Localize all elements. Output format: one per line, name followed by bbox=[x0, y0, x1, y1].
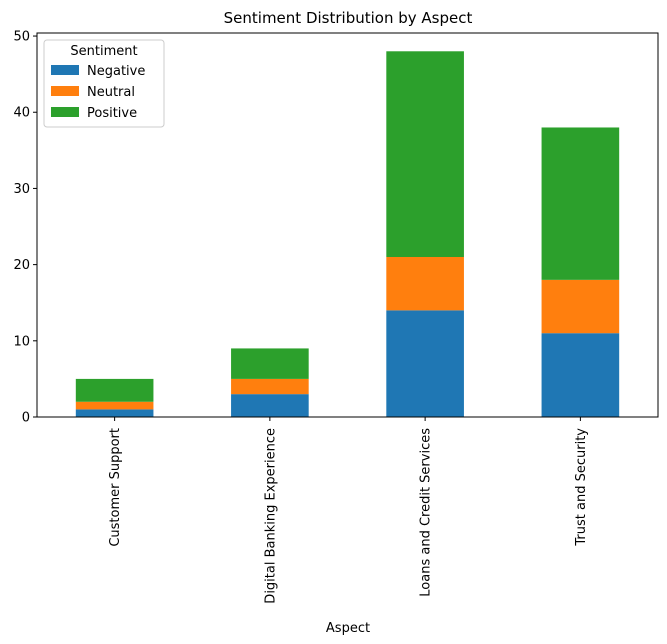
bar-negative-0 bbox=[75, 409, 154, 417]
x-tick-label-2: Loans and Credit Services bbox=[419, 428, 434, 597]
x-axis: Customer Support Digital Banking Experien… bbox=[108, 417, 589, 604]
bar-negative-3 bbox=[541, 333, 620, 417]
legend-label-negative: Negative bbox=[87, 64, 145, 79]
bar-neutral-0 bbox=[75, 401, 154, 410]
x-axis-label: Aspect bbox=[326, 621, 370, 636]
bar-positive-1 bbox=[231, 348, 309, 379]
y-axis: 0 10 20 30 40 50 bbox=[13, 30, 37, 426]
chart-title: Sentiment Distribution by Aspect bbox=[224, 9, 473, 27]
y-tick-label-4: 40 bbox=[13, 106, 30, 121]
legend-title: Sentiment bbox=[70, 44, 137, 59]
legend-label-positive: Positive bbox=[87, 106, 137, 121]
legend-swatch-positive bbox=[51, 107, 79, 117]
y-tick-label-2: 20 bbox=[13, 258, 30, 273]
bar-positive-0 bbox=[75, 378, 154, 402]
y-tick-label-1: 10 bbox=[13, 334, 30, 349]
x-tick-label-0: Customer Support bbox=[108, 428, 123, 547]
y-tick-label-5: 50 bbox=[13, 30, 30, 45]
legend-swatch-negative bbox=[51, 65, 79, 75]
x-tick-label-3: Trust and Security bbox=[574, 428, 589, 547]
bar-positive-2 bbox=[386, 51, 464, 258]
legend-label-neutral: Neutral bbox=[87, 85, 135, 100]
bar-neutral-2 bbox=[386, 257, 464, 311]
legend-box bbox=[43, 39, 165, 128]
plot-frame bbox=[36, 32, 659, 418]
x-tick-label-1: Digital Banking Experience bbox=[263, 428, 278, 604]
y-tick-label-0: 0 bbox=[22, 411, 30, 426]
bar-neutral-3 bbox=[541, 279, 620, 334]
bars-layer bbox=[75, 51, 620, 417]
y-tick-label-3: 30 bbox=[13, 182, 30, 197]
bar-negative-2 bbox=[386, 310, 464, 417]
bar-negative-1 bbox=[231, 394, 309, 417]
legend-swatch-neutral bbox=[51, 86, 79, 96]
bar-neutral-1 bbox=[231, 378, 309, 395]
legend: Sentiment Negative Neutral Positive bbox=[43, 39, 165, 128]
bar-positive-3 bbox=[541, 127, 620, 280]
